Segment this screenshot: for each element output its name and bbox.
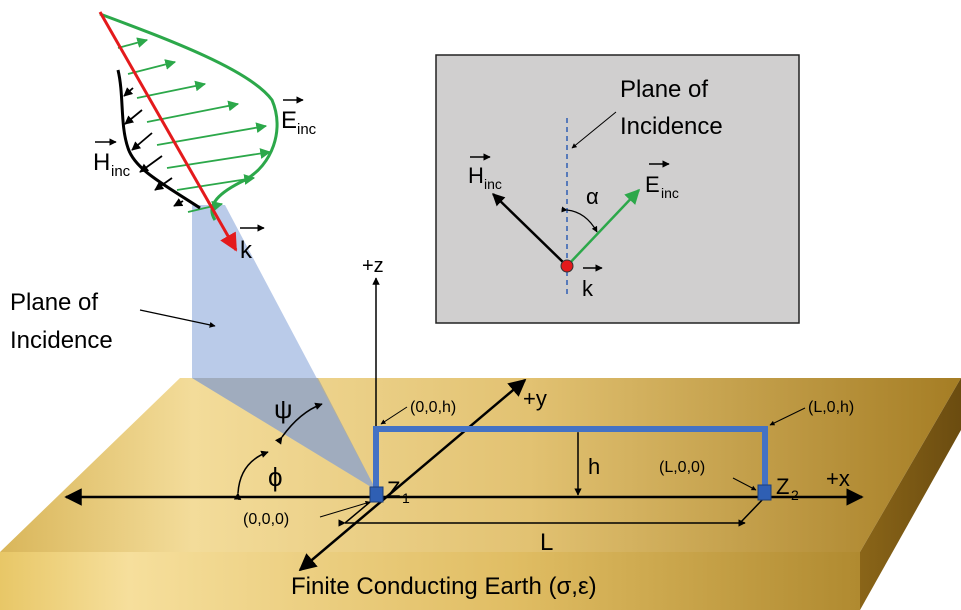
l-dimension-label: L [540, 529, 553, 556]
svg-text:Z: Z [776, 474, 789, 499]
plane-label-line1: Plane of [10, 289, 98, 316]
y-axis [298, 378, 527, 572]
inset-plane-label1: Plane of [620, 76, 708, 103]
coord-origin-pointer [319, 500, 371, 518]
plane-label-pointer [139, 309, 216, 328]
svg-text:Z: Z [387, 477, 400, 502]
svg-text:inc: inc [297, 121, 317, 138]
svg-text:H: H [93, 149, 110, 176]
svg-text:k: k [240, 237, 253, 264]
svg-text:2: 2 [791, 487, 799, 503]
coord-00h: (0,0,h) [410, 399, 456, 416]
earth-side-face [860, 378, 961, 610]
h-field-envelope [116, 69, 201, 210]
earth-label: Finite Conducting Earth (σ,ε) [291, 573, 597, 600]
inset-alpha-label: α [586, 184, 599, 209]
inset-e-label: E inc [645, 160, 679, 201]
inset-k-label: k [582, 264, 603, 301]
z2-load [757, 484, 772, 501]
svg-text:H: H [468, 163, 484, 188]
plane-label-line2: Incidence [10, 327, 113, 354]
z1-label: Z 1 [387, 477, 410, 506]
axis-y-label: +y [523, 386, 547, 411]
svg-text:inc: inc [661, 185, 679, 201]
svg-text:inc: inc [484, 176, 502, 192]
k-vector [98, 11, 238, 252]
axis-z-label: +z [362, 255, 384, 277]
phi-label: ϕ [268, 462, 283, 492]
axis-x-label: +x [826, 466, 850, 491]
coord-00h-pointer [380, 406, 408, 425]
coord-l00: (L,0,0) [659, 459, 705, 476]
z2-label: Z 2 [776, 474, 799, 503]
svg-text:inc: inc [111, 163, 131, 180]
svg-text:k: k [582, 276, 594, 301]
z1-load [369, 486, 384, 503]
coord-origin: (0,0,0) [243, 511, 289, 528]
phi-arc [233, 450, 269, 500]
inset-panel: Plane of Incidence α H inc E inc k [435, 54, 800, 324]
e-field-envelope [99, 12, 279, 221]
coord-l00-pointer [732, 477, 757, 491]
dimension-l-tick-right [739, 496, 766, 524]
inset-h-label: H inc [468, 153, 502, 192]
incident-wave [98, 11, 279, 252]
h-dimension-label: h [588, 454, 600, 479]
inset-h-vector [492, 193, 568, 267]
h-inc-label: H inc [93, 138, 131, 180]
earth-front-face [0, 552, 860, 610]
k-label: k [240, 224, 265, 264]
inset-alpha-arc [561, 206, 598, 233]
svg-text:E: E [645, 172, 660, 197]
coord-l0h: (L,0,h) [808, 399, 854, 416]
inset-e-vector [566, 188, 641, 267]
coord-l0h-pointer [769, 407, 806, 426]
svg-text:1: 1 [402, 490, 410, 506]
inset-k-dot [560, 259, 574, 273]
inset-plane-label2: Incidence [620, 113, 723, 140]
svg-text:E: E [281, 107, 297, 134]
e-inc-label: E inc [281, 96, 317, 138]
psi-arc [275, 402, 323, 445]
psi-label: ψ [274, 394, 293, 424]
inset-plane-pointer [571, 111, 617, 149]
transmission-line [373, 426, 768, 490]
